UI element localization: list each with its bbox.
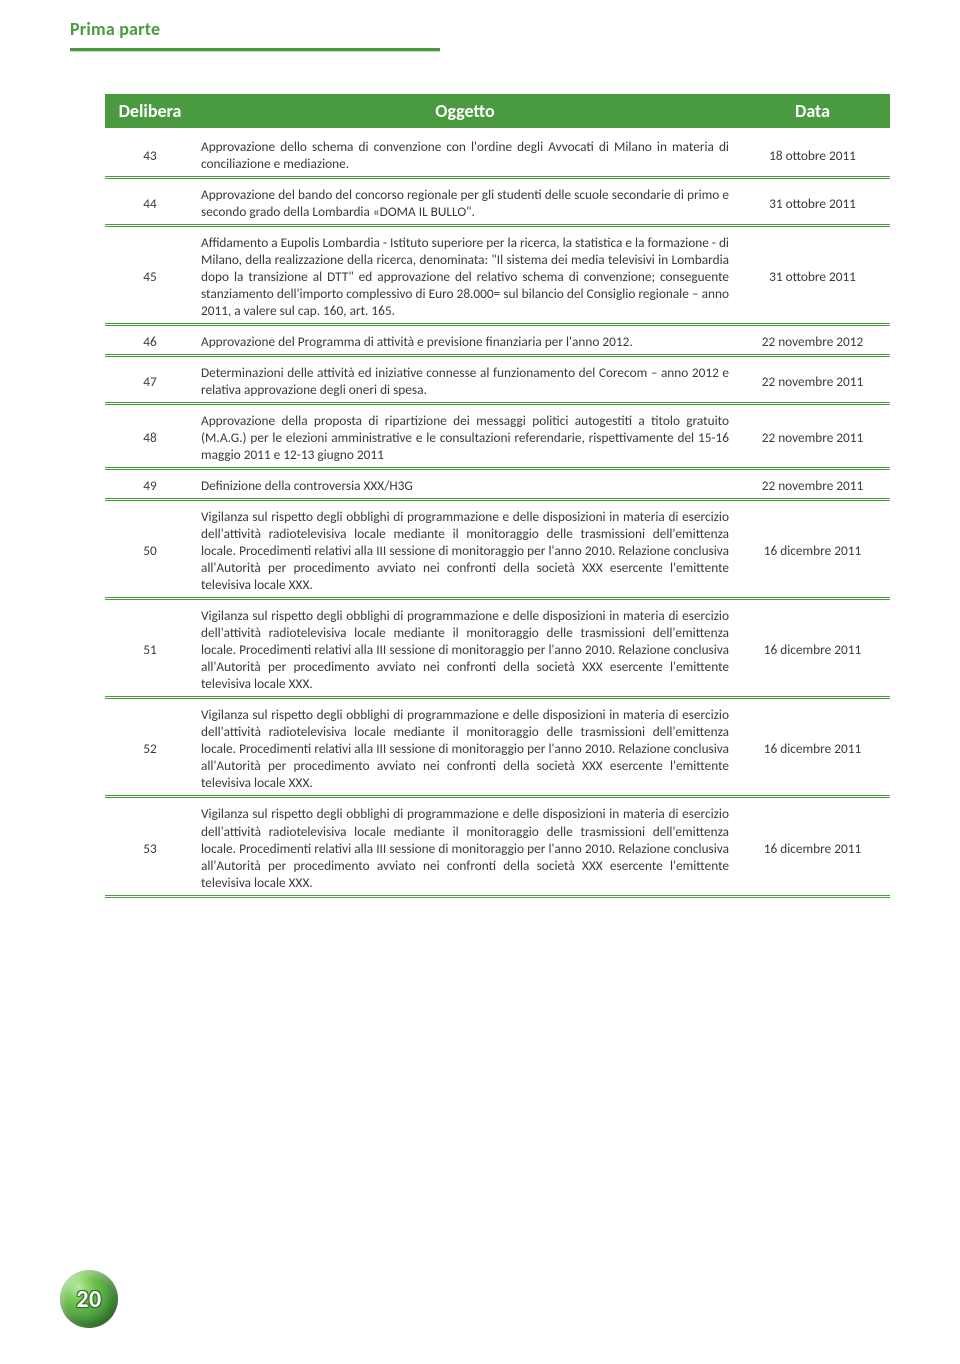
th-oggetto: Oggetto	[195, 94, 735, 128]
table-row: 46Approvazione del Programma di attività…	[105, 326, 890, 357]
cell-data: 22 novembre 2011	[735, 470, 890, 501]
table-body: 43Approvazione dello schema di convenzio…	[105, 128, 890, 898]
cell-delibera: 47	[105, 357, 195, 405]
table-row: 47Determinazioni delle attività ed inizi…	[105, 357, 890, 405]
cell-delibera: 46	[105, 326, 195, 357]
cell-data: 16 dicembre 2011	[735, 699, 890, 798]
table-row: 49Definizione della controversia XXX/H3G…	[105, 470, 890, 501]
cell-oggetto: Approvazione del bando del concorso regi…	[195, 179, 735, 227]
page-number-orb: 20	[60, 1270, 118, 1328]
cell-oggetto: Affidamento a Eupolis Lombardia - Istitu…	[195, 227, 735, 326]
page-number-badge: 20	[60, 1270, 118, 1328]
cell-oggetto: Vigilanza sul rispetto degli obblighi di…	[195, 798, 735, 897]
cell-data: 18 ottobre 2011	[735, 128, 890, 179]
table-row: 48Approvazione della proposta di riparti…	[105, 405, 890, 470]
cell-oggetto: Vigilanza sul rispetto degli obblighi di…	[195, 699, 735, 798]
cell-delibera: 45	[105, 227, 195, 326]
page-number: 20	[76, 1285, 101, 1314]
cell-delibera: 44	[105, 179, 195, 227]
cell-data: 22 novembre 2011	[735, 405, 890, 470]
cell-delibera: 53	[105, 798, 195, 897]
cell-data: 16 dicembre 2011	[735, 798, 890, 897]
table-row: 51Vigilanza sul rispetto degli obblighi …	[105, 600, 890, 699]
table-row: 43Approvazione dello schema di convenzio…	[105, 128, 890, 179]
cell-delibera: 52	[105, 699, 195, 798]
cell-delibera: 50	[105, 501, 195, 600]
cell-oggetto: Approvazione della proposta di ripartizi…	[195, 405, 735, 470]
cell-delibera: 48	[105, 405, 195, 470]
cell-oggetto: Vigilanza sul rispetto degli obblighi di…	[195, 600, 735, 699]
th-delibera: Delibera	[105, 94, 195, 128]
cell-data: 31 ottobre 2011	[735, 179, 890, 227]
table-row: 45Affidamento a Eupolis Lombardia - Isti…	[105, 227, 890, 326]
cell-data: 22 novembre 2012	[735, 326, 890, 357]
cell-oggetto: Vigilanza sul rispetto degli obblighi di…	[195, 501, 735, 600]
cell-data: 31 ottobre 2011	[735, 227, 890, 326]
table-header-row: Delibera Oggetto Data	[105, 94, 890, 128]
table-row: 50Vigilanza sul rispetto degli obblighi …	[105, 501, 890, 600]
cell-delibera: 43	[105, 128, 195, 179]
table-row: 52Vigilanza sul rispetto degli obblighi …	[105, 699, 890, 798]
table-row: 44Approvazione del bando del concorso re…	[105, 179, 890, 227]
cell-data: 16 dicembre 2011	[735, 501, 890, 600]
cell-oggetto: Approvazione del Programma di attività e…	[195, 326, 735, 357]
delibere-table: Delibera Oggetto Data 43Approvazione del…	[105, 94, 890, 898]
table-row: 53Vigilanza sul rispetto degli obblighi …	[105, 798, 890, 897]
cell-delibera: 49	[105, 470, 195, 501]
th-data: Data	[735, 94, 890, 128]
cell-data: 22 novembre 2011	[735, 357, 890, 405]
cell-oggetto: Approvazione dello schema di convenzione…	[195, 128, 735, 179]
cell-delibera: 51	[105, 600, 195, 699]
cell-oggetto: Determinazioni delle attività ed iniziat…	[195, 357, 735, 405]
table-container: Delibera Oggetto Data 43Approvazione del…	[105, 94, 890, 898]
section-title: Prima parte	[70, 18, 960, 40]
cell-data: 16 dicembre 2011	[735, 600, 890, 699]
cell-oggetto: Definizione della controversia XXX/H3G	[195, 470, 735, 501]
section-header: Prima parte	[0, 0, 960, 52]
section-divider	[70, 48, 440, 52]
